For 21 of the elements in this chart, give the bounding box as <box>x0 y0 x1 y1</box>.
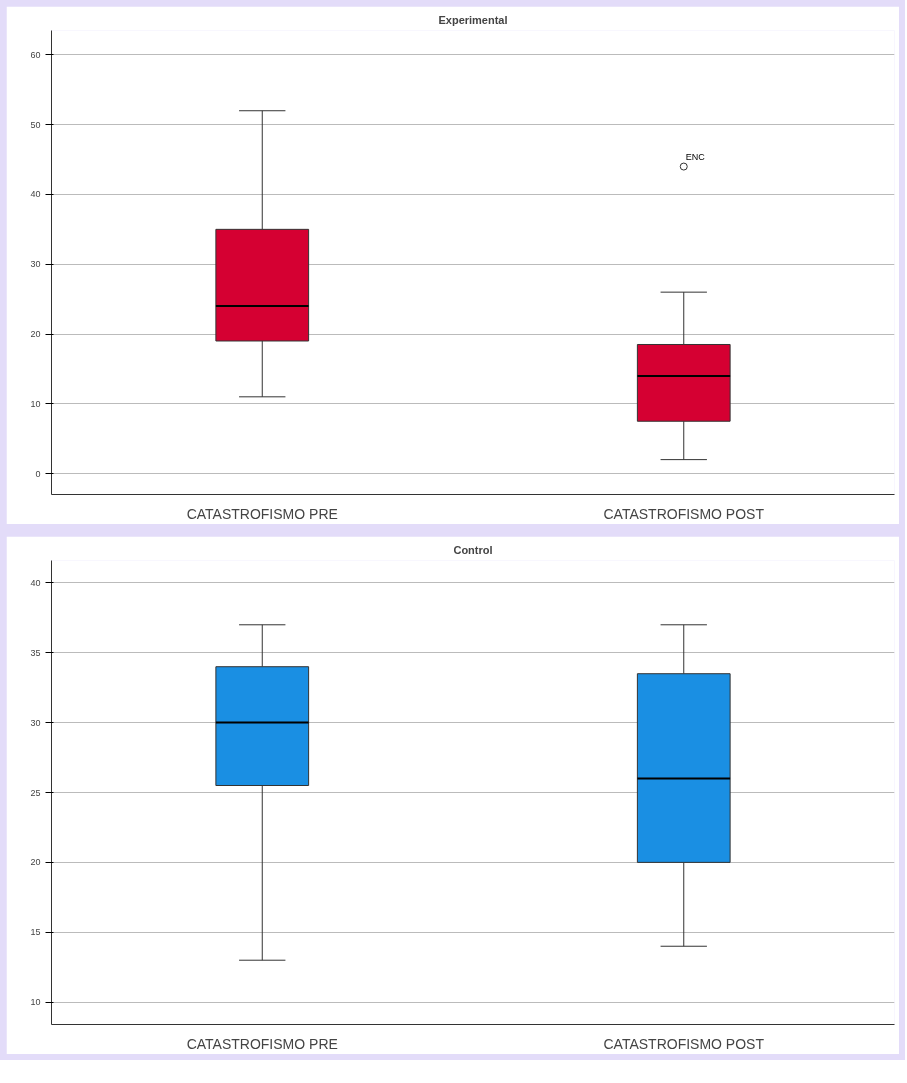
chart-title: Control <box>453 543 493 556</box>
x-tick-label: CATASTROFISMO PRE <box>186 505 338 522</box>
y-tick-label: 30 <box>30 717 41 728</box>
y-tick-label: 35 <box>30 647 41 658</box>
y-tick-label: 20 <box>30 857 41 868</box>
y-tick-label: 60 <box>30 49 41 60</box>
x-tick-label: CATASTROFISMO POST <box>603 505 765 522</box>
y-tick-label: 10 <box>30 398 41 409</box>
y-tick-label: 20 <box>30 329 41 340</box>
y-tick-label: 15 <box>30 927 41 938</box>
y-tick-label: 10 <box>30 997 41 1008</box>
y-tick-label: 50 <box>30 119 41 130</box>
x-tick-label: CATASTROFISMO PRE <box>186 1035 338 1052</box>
y-tick-label: 30 <box>30 259 41 270</box>
y-tick-label: 0 <box>35 468 41 479</box>
chart-title: Experimental <box>438 13 508 26</box>
annotation: ENC <box>685 151 706 162</box>
y-tick-label: 40 <box>30 189 41 200</box>
y-tick-label: 40 <box>30 577 41 588</box>
x-tick-label: CATASTROFISMO POST <box>603 1035 765 1052</box>
y-tick-label: 25 <box>30 787 41 798</box>
